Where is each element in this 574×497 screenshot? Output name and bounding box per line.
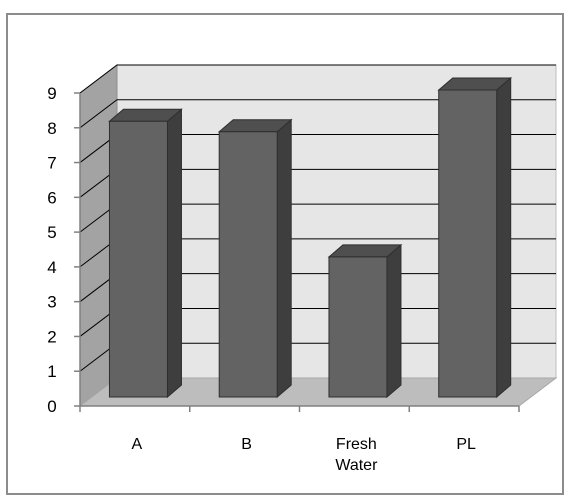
x-tick-label: A: [132, 436, 143, 453]
y-tick-label: 3: [47, 293, 56, 312]
y-tick-label: 0: [47, 397, 56, 416]
y-tick-label: 1: [47, 362, 56, 381]
bar-side: [386, 243, 402, 399]
x-tick-label: PL: [456, 436, 476, 453]
bar-side: [166, 108, 182, 399]
y-tick-label: 7: [47, 154, 56, 173]
bar-front: [108, 120, 168, 398]
bar-front: [218, 131, 278, 398]
x-tick-label: B: [241, 436, 252, 453]
y-tick-label: 9: [47, 84, 56, 103]
bar: [437, 76, 513, 399]
y-tick-label: 6: [47, 188, 56, 207]
x-tick-label: Fresh: [336, 436, 377, 453]
y-tick-label: 5: [47, 223, 56, 242]
bar-side: [496, 76, 512, 399]
y-tick-label: 4: [47, 258, 56, 277]
bar-side: [276, 118, 292, 399]
y-tick-label: 2: [47, 327, 56, 346]
y-axis-tick-labels: 0 1 2 3 4 5 6 7 8 9: [47, 84, 56, 416]
bar: [217, 118, 293, 399]
bar: [108, 108, 183, 399]
chart-axes: [74, 92, 520, 412]
gridline: [79, 99, 556, 129]
bar: [327, 243, 403, 399]
x-tick-label: Water: [335, 457, 378, 474]
x-axis-tick-labels: A B Fresh Water PL: [132, 436, 476, 474]
chart-bars: [108, 76, 513, 399]
bar-front: [328, 256, 388, 398]
gridline: [79, 64, 556, 94]
y-tick-label: 8: [47, 119, 56, 138]
bar-front: [438, 89, 498, 398]
